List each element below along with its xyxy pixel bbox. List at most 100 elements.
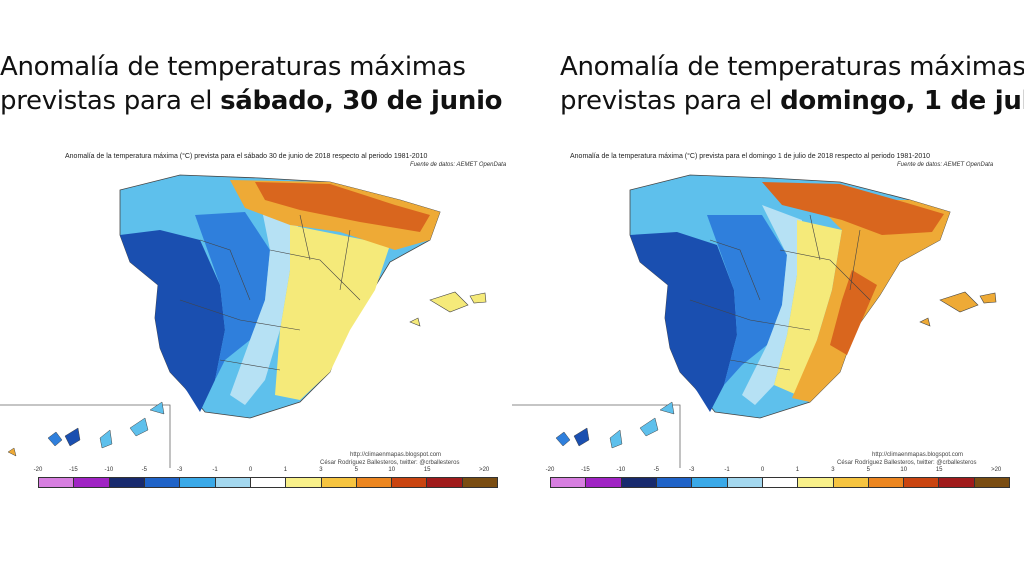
legend-ticks: -20 -15 -10 -5 -3 -1 0 1 3 5 10 15 >20 [34, 467, 498, 477]
figure-source: Fuente de datos: AEMET OpenData [410, 162, 507, 168]
panel-sunday: Anomalía de temperaturas máximas previst… [512, 0, 1024, 576]
legend-swatch [250, 478, 287, 487]
figure-source: Fuente de datos: AEMET OpenData [897, 162, 994, 168]
legend-swatch [286, 478, 322, 487]
color-legend: -20 -15 -10 -5 -3 -1 0 1 3 5 10 15 >20 [34, 467, 498, 488]
credit-author: César Rodríguez Ballesteros, twitter: @c… [320, 460, 460, 466]
anomaly-map [0, 174, 487, 468]
legend-tick: -10 [104, 467, 114, 473]
canary-inset-frame [512, 404, 681, 468]
legend-tick: -10 [616, 467, 626, 473]
credit-url: http://climaenmapas.blogspot.com [350, 452, 442, 458]
pale-blue-band [230, 200, 300, 405]
legend-tick: -3 [689, 467, 695, 473]
legend-swatch [39, 478, 75, 487]
legend-swatch [392, 478, 428, 487]
legend-tick: -1 [724, 467, 730, 473]
legend-tick: -5 [141, 467, 147, 473]
legend-tick: -15 [581, 467, 590, 473]
balearic-islands [409, 291, 487, 327]
legend-tick: 5 [354, 467, 358, 473]
legend-tick: >20 [991, 467, 1002, 473]
pale-blue-band [742, 205, 802, 405]
west-deep-blue-region [120, 230, 225, 412]
legend-swatch [974, 478, 1010, 487]
legend-color-bar [550, 477, 1010, 488]
legend-swatch [692, 478, 728, 487]
legend-swatch [356, 478, 393, 487]
legend-swatch [833, 478, 869, 487]
legend-swatch [904, 478, 940, 487]
credit-author: César Rodríguez Ballesteros, twitter: @c… [837, 460, 977, 466]
legend-ticks: -20 -15 -10 -5 -3 -1 0 1 3 5 10 15 >20 [546, 467, 1010, 477]
figure-title: Anomalía de la temperatura máxima (°C) p… [570, 153, 931, 160]
credit-url: http://climaenmapas.blogspot.com [872, 452, 964, 458]
legend-swatch [798, 478, 834, 487]
legend-tick: -3 [177, 467, 183, 473]
legend-tick: 0 [760, 467, 765, 473]
anomaly-map [512, 174, 997, 468]
yellow-region [774, 220, 842, 395]
canary-islands [555, 401, 675, 449]
headline-date: domingo, 1 de julio [780, 86, 1024, 116]
figure-title: Anomalía de la temperatura máxima (°C) p… [65, 153, 428, 160]
region-borders [179, 214, 361, 371]
dark-orange-north-region [255, 182, 430, 232]
central-blue-region [707, 215, 787, 385]
legend-swatch [656, 478, 693, 487]
legend-color-bar [38, 477, 498, 488]
canary-islands [7, 401, 165, 457]
legend-swatch [551, 478, 587, 487]
legend-swatch [762, 478, 799, 487]
legend-tick: -15 [69, 467, 78, 473]
legend-tick: 5 [866, 467, 870, 473]
color-legend: -20 -15 -10 -5 -3 -1 0 1 3 5 10 15 >20 [546, 467, 1010, 488]
headline: Anomalía de temperaturas máximas previst… [0, 50, 510, 118]
headline-prefix: previstas para el [560, 86, 781, 116]
legend-tick: 1 [795, 467, 800, 473]
west-deep-blue-region [630, 232, 737, 412]
headline-line2: previstas para el domingo, 1 de julio [560, 84, 1024, 118]
legend-swatch [939, 478, 975, 487]
legend-tick: 1 [283, 467, 288, 473]
headline-prefix: previstas para el [0, 86, 221, 116]
legend-tick: -5 [653, 467, 659, 473]
balearic-islands [919, 291, 997, 327]
legend-tick: -1 [212, 467, 218, 473]
legend-swatch [868, 478, 905, 487]
central-blue-region [195, 212, 270, 380]
legend-tick: 0 [248, 467, 253, 473]
legend-tick: -20 [545, 467, 555, 473]
legend-tick: -20 [33, 467, 43, 473]
orange-east-region [792, 200, 950, 402]
legend-tick: 10 [388, 467, 396, 473]
region-borders [689, 214, 871, 371]
headline-line1: Anomalía de temperaturas máximas [560, 52, 1024, 82]
legend-tick: 15 [423, 467, 431, 473]
legend-tick: 3 [319, 467, 323, 473]
dark-orange-north-region [762, 182, 944, 235]
legend-tick: 10 [900, 467, 908, 473]
legend-swatch [321, 478, 357, 487]
legend-swatch [144, 478, 181, 487]
legend-swatch [215, 478, 251, 487]
legend-swatch [109, 478, 145, 487]
headline-date: sábado, 30 de junio [220, 86, 503, 116]
legend-swatch [180, 478, 216, 487]
legend-swatch [74, 478, 110, 487]
headline-line2: previstas para el sábado, 30 de junio [0, 84, 510, 118]
legend-tick: 15 [935, 467, 943, 473]
yellow-region [275, 225, 390, 400]
legend-swatch [621, 478, 657, 487]
legend-swatch [462, 478, 498, 487]
legend-tick: 3 [831, 467, 835, 473]
headline-line1: Anomalía de temperaturas máximas [0, 52, 466, 82]
legend-tick: >20 [479, 467, 490, 473]
canary-inset-frame [0, 404, 171, 468]
headline: Anomalía de temperaturas máximas previst… [560, 50, 1024, 118]
legend-swatch [727, 478, 763, 487]
panel-saturday: Anomalía de temperaturas máximas previst… [0, 50, 510, 488]
legend-swatch [427, 478, 463, 487]
legend-swatch [586, 478, 622, 487]
dark-orange-east-region [830, 270, 877, 355]
